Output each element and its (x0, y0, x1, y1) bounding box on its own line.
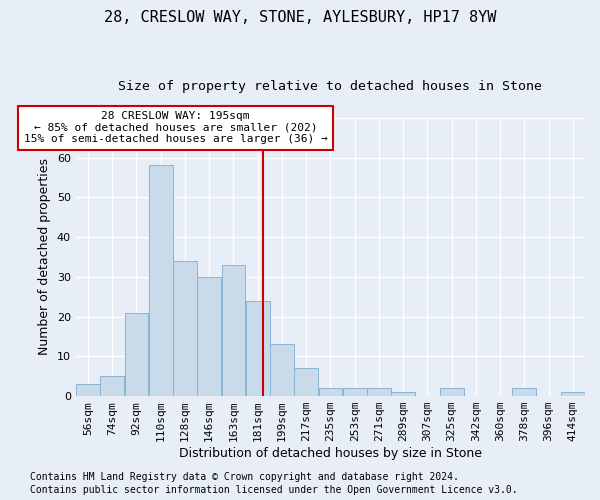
Text: 28 CRESLOW WAY: 195sqm
← 85% of detached houses are smaller (202)
15% of semi-de: 28 CRESLOW WAY: 195sqm ← 85% of detached… (23, 111, 328, 144)
Bar (294, 368, 318, 396)
Bar (221, 265, 245, 396)
Bar (440, 388, 464, 396)
Y-axis label: Number of detached properties: Number of detached properties (38, 158, 52, 356)
Bar (149, 166, 173, 396)
Title: Size of property relative to detached houses in Stone: Size of property relative to detached ho… (118, 80, 542, 93)
Bar (270, 344, 294, 396)
Bar (343, 388, 367, 396)
X-axis label: Distribution of detached houses by size in Stone: Distribution of detached houses by size … (179, 447, 482, 460)
Bar (319, 388, 343, 396)
Text: Contains HM Land Registry data © Crown copyright and database right 2024.
Contai: Contains HM Land Registry data © Crown c… (30, 472, 518, 495)
Bar (100, 376, 124, 396)
Bar (173, 261, 197, 396)
Bar (76, 384, 100, 396)
Bar (246, 300, 269, 396)
Bar (561, 392, 585, 396)
Text: 28, CRESLOW WAY, STONE, AYLESBURY, HP17 8YW: 28, CRESLOW WAY, STONE, AYLESBURY, HP17 … (104, 10, 496, 25)
Bar (197, 277, 221, 396)
Bar (125, 312, 148, 396)
Bar (367, 388, 391, 396)
Bar (512, 388, 536, 396)
Bar (391, 392, 415, 396)
